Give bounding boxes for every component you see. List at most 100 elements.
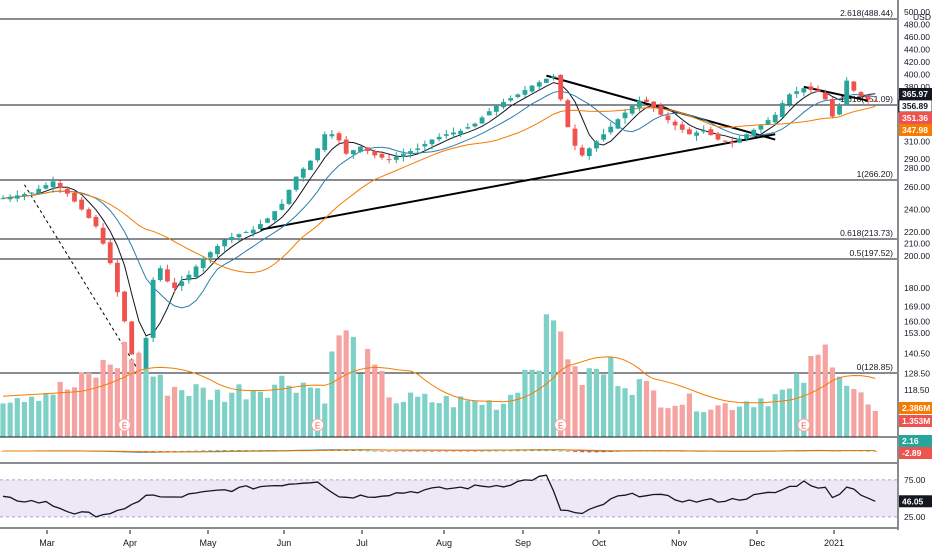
macd-hist-49 [351, 450, 356, 451]
candle-body-83 [594, 141, 599, 149]
candle-body-121 [865, 96, 871, 100]
trendline-2 [803, 85, 869, 102]
candle-body-113 [808, 86, 814, 91]
macd-hist-72 [515, 450, 520, 452]
fib-label-3: 0.618(213.73) [840, 228, 893, 238]
candle-body-75 [536, 82, 542, 87]
candle-83 [594, 140, 599, 152]
price-tick-3: 460.00 [904, 32, 930, 42]
volume-bar-53 [379, 370, 385, 437]
candle-46 [329, 129, 335, 139]
candle-body-117 [837, 105, 842, 115]
macd-hist-68 [487, 450, 492, 452]
candle-body-114 [815, 89, 821, 92]
volume-bar-104 [744, 401, 750, 437]
candle-34 [243, 230, 249, 233]
candle-body-29 [207, 252, 213, 258]
candle-2 [14, 190, 20, 202]
candle-79 [565, 98, 571, 128]
candle-45 [322, 131, 328, 153]
macd-hist-33 [236, 450, 241, 451]
candle-114 [815, 85, 821, 92]
volume-bar-38 [272, 384, 278, 437]
volume-bar-111 [794, 373, 800, 437]
x-tick-label-3: Jun [277, 538, 292, 548]
volume-bar-27 [193, 384, 199, 437]
candle-body-74 [529, 85, 535, 92]
volume-bar-91 [651, 390, 657, 437]
macd-hist-81 [580, 451, 585, 453]
price-badge-1: 356.89 [898, 99, 932, 113]
candle-27 [193, 264, 199, 280]
volume-bars [0, 314, 897, 438]
candle-60 [429, 139, 435, 150]
macd-hist-32 [229, 450, 234, 451]
macd-hist-65 [465, 451, 470, 452]
candle-116 [830, 97, 835, 119]
volume-bar-97 [693, 411, 700, 437]
candle-body-9 [64, 188, 70, 194]
volume-bar-47 [336, 335, 342, 437]
candle-107 [765, 117, 771, 126]
candle-body-105 [751, 129, 757, 136]
candle-body-11 [79, 199, 85, 210]
volume-bar-44 [315, 388, 321, 437]
candle-body-110 [787, 94, 792, 105]
price-badge-3-text: 347.98 [902, 125, 928, 135]
candle-6 [43, 182, 49, 190]
candle-74 [529, 84, 535, 94]
candle-23 [165, 264, 170, 283]
candle-body-89 [636, 100, 642, 108]
candle-96 [687, 127, 692, 135]
candle-body-76 [544, 78, 549, 83]
price-badge-3: 347.98 [899, 124, 932, 136]
price-tick-18: 180.00 [904, 283, 930, 293]
price-tick-14: 240.00 [904, 204, 930, 214]
volume-bar-108 [772, 394, 778, 437]
candle-body-73 [522, 90, 528, 95]
candle-11 [79, 197, 85, 211]
volume-bar-6 [43, 393, 49, 437]
candle-body-55 [393, 156, 399, 160]
macd-hist-58 [415, 451, 420, 452]
macd-hist-82 [587, 451, 592, 453]
price-tick-22: 140.50 [904, 349, 930, 359]
x-tick-label-2: May [199, 538, 217, 548]
candle-body-84 [601, 134, 606, 140]
volume-ma-line [2, 356, 876, 404]
candle-body-44 [315, 148, 320, 161]
price-tick-10: 310.00 [904, 136, 930, 146]
volume-bar-26 [186, 395, 192, 437]
macd-hist-25 [179, 450, 184, 452]
candle-body-10 [72, 193, 77, 202]
candle-body-13 [93, 216, 99, 227]
volume-bar-106 [758, 398, 764, 437]
volume-bar-110 [786, 388, 793, 437]
macd-hist-64 [458, 451, 463, 452]
candle-body-91 [651, 101, 657, 108]
candle-18 [129, 320, 135, 355]
candle-body-8 [57, 183, 63, 188]
candle-52 [372, 149, 378, 159]
macd-hist-29 [208, 450, 213, 451]
macd-hist-23 [165, 451, 170, 452]
candle-body-93 [665, 115, 671, 121]
candle-body-103 [737, 138, 742, 143]
volume-bar-69 [493, 409, 499, 437]
macd-hist-52 [372, 450, 377, 452]
candle-body-85 [608, 126, 614, 133]
candle-body-61 [436, 136, 442, 140]
candle-body-101 [722, 140, 728, 142]
macd-hist-59 [422, 451, 427, 452]
candle-9 [64, 186, 70, 197]
candle-3 [22, 192, 27, 201]
earnings-label-3: E [801, 422, 806, 431]
price-tick-20: 160.00 [904, 316, 930, 326]
volume-bar-14 [100, 359, 106, 437]
candle-113 [808, 82, 814, 94]
candle-body-118 [844, 80, 850, 106]
candle-body-65 [465, 127, 471, 129]
candle-body-20 [143, 337, 149, 372]
macd-badge-0: 2.16 [899, 435, 932, 447]
candle-58 [415, 143, 421, 153]
